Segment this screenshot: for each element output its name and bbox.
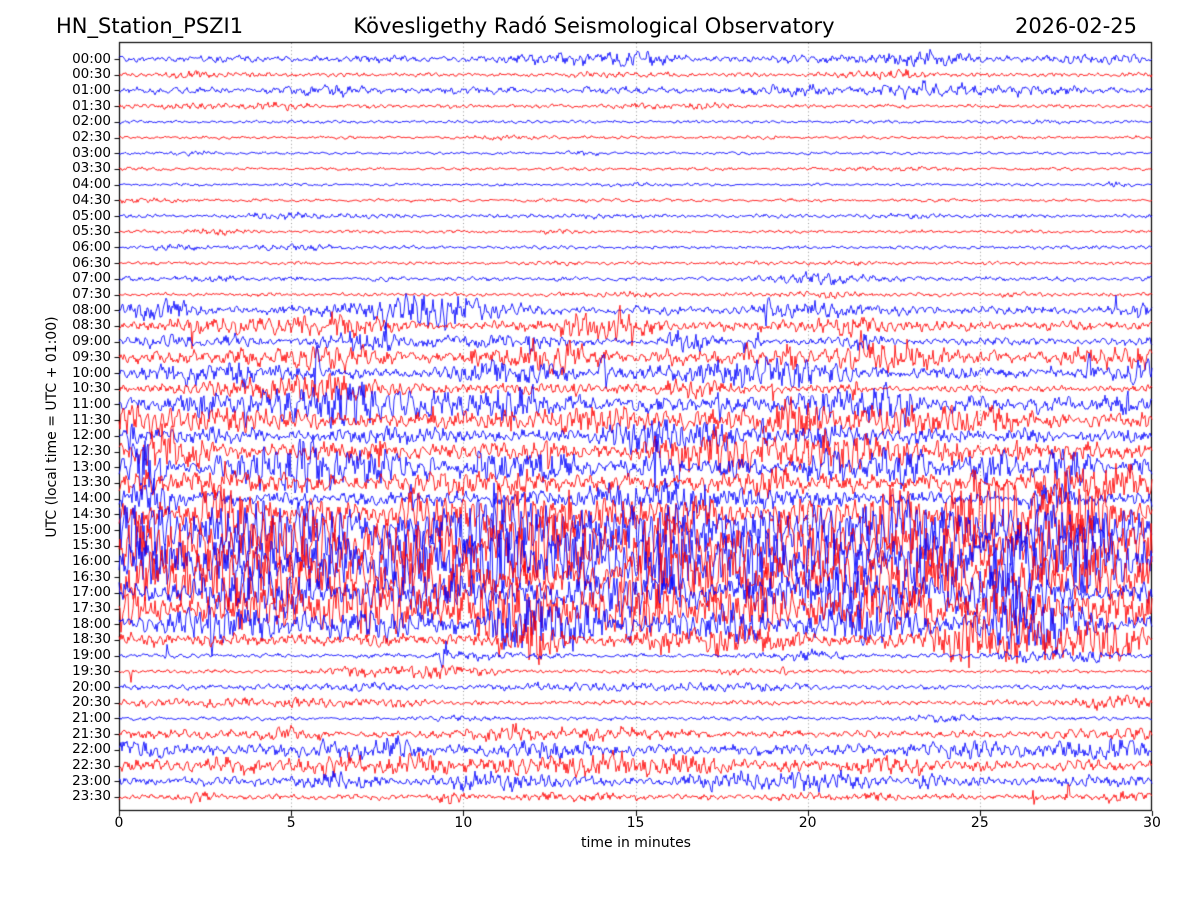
y-tick-label: 06:00 xyxy=(72,238,111,255)
y-tick-label: 05:00 xyxy=(72,207,111,224)
y-tick-label: 21:30 xyxy=(72,725,111,742)
x-tick-label: 30 xyxy=(1143,815,1161,831)
y-tick-label: 09:00 xyxy=(72,333,111,350)
y-tick-label: 09:30 xyxy=(72,348,111,365)
x-axis-label: time in minutes xyxy=(581,835,691,851)
y-tick-label: 13:00 xyxy=(72,458,111,475)
y-tick-label: 23:00 xyxy=(72,772,111,789)
y-tick-label: 12:30 xyxy=(72,443,111,460)
date-label: 2026-02-25 xyxy=(1014,14,1137,38)
y-tick-label: 07:00 xyxy=(72,270,111,287)
y-axis-label: UTC (local time = UTC + 01:00) xyxy=(44,316,60,538)
y-tick-label: 19:30 xyxy=(72,662,111,679)
y-tick-label: 17:30 xyxy=(72,600,111,617)
y-tick-label: 08:00 xyxy=(72,301,111,318)
y-tick-label: 03:30 xyxy=(72,160,111,177)
y-tick-label: 10:00 xyxy=(72,364,111,381)
y-tick-label: 11:00 xyxy=(72,395,111,412)
y-tick-label: 03:00 xyxy=(72,144,111,161)
y-tick-label: 18:00 xyxy=(72,615,111,632)
y-tick-label: 04:00 xyxy=(72,176,111,193)
y-tick-label: 00:00 xyxy=(72,50,111,67)
y-tick-label: 01:00 xyxy=(72,81,111,98)
y-tick-label: 02:30 xyxy=(72,129,111,145)
x-tick-label: 5 xyxy=(286,815,296,831)
y-tick-label: 08:30 xyxy=(72,317,111,334)
y-tick-label: 12:00 xyxy=(72,427,111,444)
observatory-title: Kövesligethy Radó Seismological Observat… xyxy=(353,14,835,38)
x-tick-label: 0 xyxy=(114,815,124,831)
y-tick-label: 01:30 xyxy=(72,97,111,114)
y-tick-label: 15:00 xyxy=(72,521,111,538)
y-tick-label: 17:00 xyxy=(72,584,111,601)
y-tick-label: 22:30 xyxy=(72,757,111,774)
y-tick-label: 20:00 xyxy=(72,678,111,695)
y-tick-label: 10:30 xyxy=(72,380,111,397)
x-tick-label: 10 xyxy=(454,815,473,831)
x-tick-label: 20 xyxy=(798,815,817,831)
y-tick-label: 13:30 xyxy=(72,474,111,491)
y-tick-label: 00:30 xyxy=(72,66,111,83)
y-tick-label: 14:30 xyxy=(72,505,111,522)
y-tick-label: 06:30 xyxy=(72,254,111,271)
y-tick-label: 16:30 xyxy=(72,568,111,585)
x-tick-label: 15 xyxy=(626,815,645,831)
y-tick-label: 04:30 xyxy=(72,191,111,208)
y-tick-label: 22:00 xyxy=(72,741,111,758)
y-tick-label: 11:30 xyxy=(72,411,111,428)
y-tick-label: 18:30 xyxy=(72,631,111,648)
y-tick-label: 20:30 xyxy=(72,694,111,711)
y-tick-label: 19:00 xyxy=(72,647,111,664)
y-tick-label: 16:00 xyxy=(72,552,111,569)
y-tick-label: 15:30 xyxy=(72,537,111,554)
y-tick-label: 23:30 xyxy=(72,788,111,805)
y-tick-label: 07:30 xyxy=(72,286,111,303)
x-tick-label: 25 xyxy=(970,815,989,831)
y-tick-label: 02:00 xyxy=(72,113,111,130)
station-title: HN_Station_PSZI1 xyxy=(56,14,244,38)
y-tick-label: 21:00 xyxy=(72,709,111,726)
y-tick-label: 14:00 xyxy=(72,490,111,507)
y-tick-label: 05:30 xyxy=(72,223,111,240)
